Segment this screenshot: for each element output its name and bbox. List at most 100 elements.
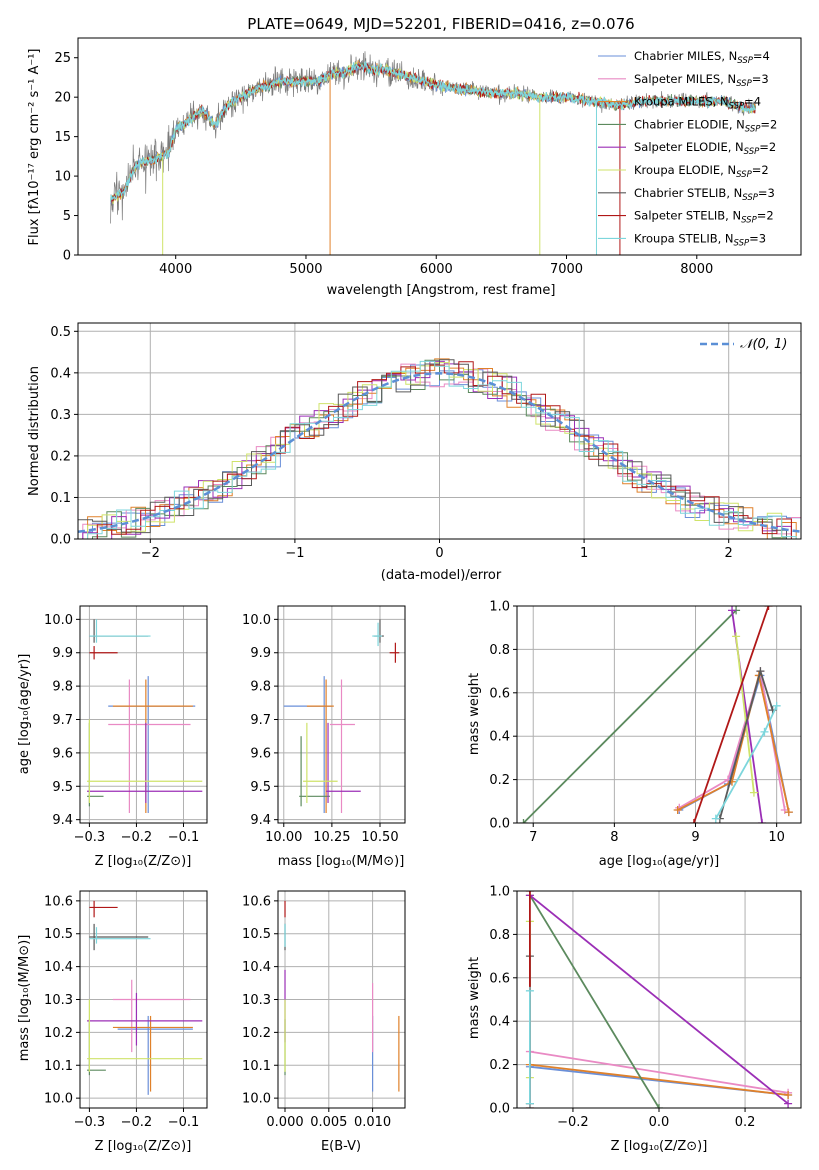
age_vs_mass-ticks: 10.00 10.25 10.50 9.4 9.5 9.6 9.7 9.8 9.9 10.0	[242, 613, 399, 845]
age_vs_Z-grid	[80, 606, 207, 823]
mass-vs-ebv-panel: 0.000 0.005 0.010 10.0 10.1 10.2 10.3 10.4 10.5 1…	[242, 890, 406, 1130]
legend-label-value: =3	[758, 186, 775, 200]
y-tick-label: 0.6	[489, 971, 510, 986]
y-tick-label: 9.8	[52, 680, 73, 695]
x-tick-label: 10.00	[265, 830, 302, 845]
mass-vs-metallicity-panel: −0.3 −0.2 −0.1 10.0 10.1 10.2 10.3 10.4 10.5 10.6	[44, 890, 208, 1130]
mw_vs_age-frame	[516, 605, 802, 824]
y-tick-label: 0.8	[489, 928, 510, 943]
mass_vs_ebv-ticks: 0.000 0.005 0.010 10.0 10.1 10.2 10.3 10.4 10.5 1…	[242, 894, 391, 1130]
mass-weight-marker	[756, 667, 765, 676]
residuals-frame	[77, 322, 802, 540]
y-tick-label: 15	[54, 130, 71, 145]
y-tick-label: 0.1	[50, 491, 71, 506]
y-tick-label: 5	[63, 209, 71, 224]
mass-weight-line	[529, 894, 789, 1105]
spectrum-panel: 4000 5000 6000 7000 8000 0 5 10 15 20 25	[54, 37, 802, 277]
mass-weight-marker	[525, 891, 534, 895]
mw-vs-age-xlabel: age [log₁₀(age/yr)]	[599, 854, 720, 869]
mass-weight-line	[522, 609, 737, 823]
legend-label-value: =2	[759, 140, 776, 154]
mass-weight-line	[693, 606, 770, 823]
mass_vs_Z-ticks: −0.3 −0.2 −0.1 10.0 10.1 10.2 10.3 10.4 10.5 10.6	[44, 894, 199, 1130]
mw_vs_Z-frame	[516, 890, 802, 1109]
x-tick-label: −1	[285, 546, 304, 561]
histogram-series	[78, 360, 801, 539]
x-tick-label: 0.0	[649, 1115, 670, 1130]
y-tick-label: 10.5	[44, 927, 73, 942]
y-tick-label: 0.2	[489, 773, 510, 788]
mw-vs-z-xlabel: Z [log₁₀(Z/Z⊙)]	[611, 1139, 708, 1154]
x-tick-label: 5000	[289, 262, 322, 277]
y-tick-label: 1.0	[489, 600, 510, 615]
y-tick-label: 9.5	[52, 780, 73, 795]
mass-weight-marker	[655, 1104, 663, 1108]
legend-label-text: Salpeter ELODIE, N	[634, 140, 744, 154]
mass-weight-marker	[525, 986, 534, 995]
y-tick-label: 9.7	[52, 713, 73, 728]
histogram-series	[78, 362, 801, 539]
x-tick-label: −0.3	[74, 1115, 106, 1130]
gaussian-legend-label: 𝒩(0, 1)	[740, 337, 787, 352]
legend-label: Salpeter MILES, NSSP=3	[634, 72, 769, 89]
age_vs_mass-errorbars	[283, 619, 400, 813]
x-tick-label: 10	[768, 830, 785, 845]
x-tick-label: 0.005	[310, 1115, 347, 1130]
legend-label-subscript: SSP	[742, 193, 758, 203]
spectrum-legend: Chabrier MILES, NSSP=4 Salpeter MILES, NS…	[598, 49, 777, 248]
x-tick-label: −2	[141, 546, 160, 561]
mass-weight-marker	[760, 727, 769, 736]
mass-weight-line	[735, 636, 755, 793]
x-tick-label: −0.3	[74, 830, 106, 845]
y-tick-label: 0.4	[50, 366, 71, 381]
x-tick-label: 0.2	[735, 1115, 756, 1130]
legend-label: Chabrier STELIB, NSSP=3	[634, 186, 775, 203]
age_vs_mass-frame	[277, 605, 406, 824]
spectrum-ticks: 4000 5000 6000 7000 8000 0 5 10 15 20 25	[54, 51, 713, 277]
legend-label-text: Kroupa MILES, N	[634, 95, 729, 109]
mass-weight-marker	[525, 1099, 534, 1108]
legend-label: Kroupa STELIB, NSSP=3	[634, 231, 766, 248]
x-tick-label: 0.000	[266, 1115, 303, 1130]
y-tick-label: 10.1	[242, 1059, 271, 1074]
legend-label-subscript: SSP	[745, 124, 761, 134]
legend-label-value: =2	[757, 209, 774, 223]
y-tick-label: 10.4	[242, 960, 271, 975]
mass-weight-marker	[689, 819, 698, 823]
legend-label-subscript: SSP	[744, 147, 760, 157]
y-tick-label: 10.6	[242, 894, 271, 909]
legend-label-text: Salpeter STELIB, N	[634, 209, 741, 223]
y-tick-label: 10.2	[242, 1026, 271, 1041]
mass-weight-marker	[784, 1099, 793, 1108]
legend-label-value: =3	[749, 231, 766, 245]
y-tick-label: 0.0	[50, 533, 71, 548]
mass-weight-marker	[711, 814, 720, 823]
x-tick-label: 0.010	[354, 1115, 391, 1130]
x-tick-label: −0.2	[121, 830, 153, 845]
mass_vs_ebv-frame	[277, 890, 406, 1109]
mass-weight-marker	[749, 788, 758, 797]
age-vs-z-xlabel: Z [log₁₀(Z/Z⊙)]	[95, 854, 192, 869]
legend-label-value: =2	[752, 163, 769, 177]
legend-label: Chabrier MILES, NSSP=4	[634, 49, 770, 66]
mass-vs-z-ylabel: mass [log₁₀(M/M⊙)]	[17, 935, 32, 1062]
y-tick-label: 0	[63, 249, 71, 264]
y-tick-label: 10.6	[44, 894, 73, 909]
y-tick-label: 9.6	[250, 746, 271, 761]
age-vs-metallicity-panel: −0.3 −0.2 −0.1 9.4 9.5 9.6 9.7 9.8 9.9 10.0	[44, 605, 208, 845]
mw_vs_age-lines	[519, 606, 793, 823]
y-tick-label: 10.5	[242, 927, 271, 942]
mass-weight-vs-age-panel: 7 8 9 10 0.0 0.2 0.4 0.6 0.8 1.0	[489, 600, 802, 845]
mass-weight-marker	[519, 819, 528, 823]
y-tick-label: 9.4	[52, 813, 73, 828]
mass-weight-marker	[784, 808, 793, 817]
y-tick-label: 10	[54, 170, 71, 185]
mw_vs_Z-lines	[525, 891, 793, 1108]
x-tick-label: 4000	[159, 262, 192, 277]
y-tick-label: 0.0	[489, 817, 510, 832]
mw-vs-z-ylabel: mass weight	[467, 957, 482, 1039]
y-tick-label: 0.2	[489, 1058, 510, 1073]
legend-label-subscript: SSP	[729, 102, 745, 112]
x-tick-label: 10.50	[361, 830, 398, 845]
